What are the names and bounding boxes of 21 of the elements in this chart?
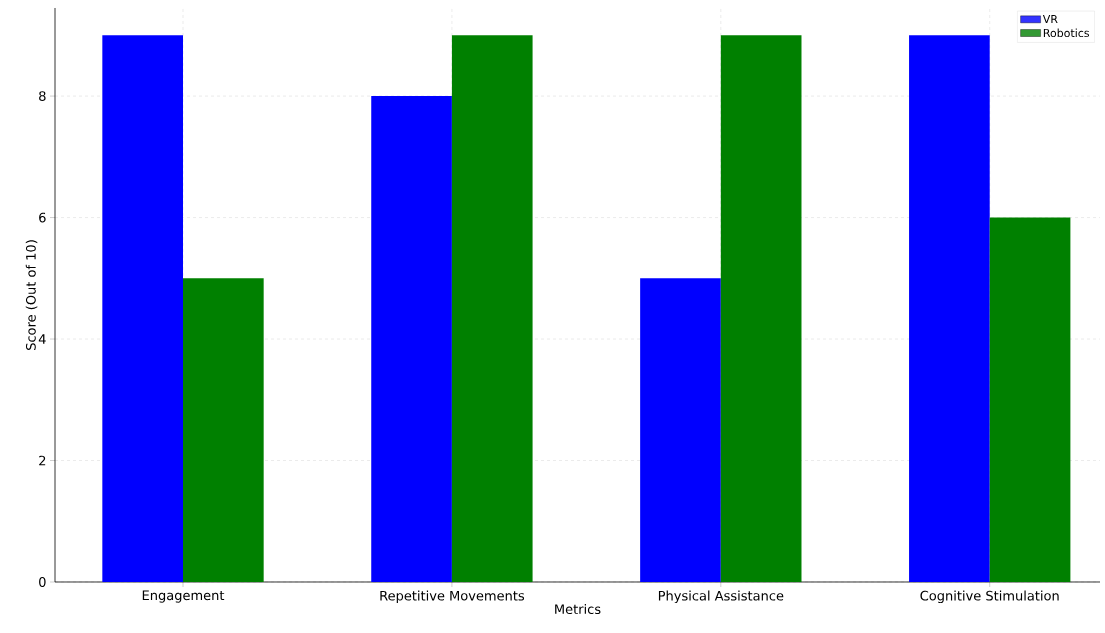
bar [720,35,802,582]
legend-label: VR [1042,15,1058,24]
bar [183,278,264,582]
y-tick-label: 6 [39,212,46,223]
x-tick-label: Engagement [142,590,225,603]
bar [989,217,1071,582]
y-tick-label: 2 [39,455,46,466]
bar [451,35,533,582]
bar [102,35,183,582]
legend-label: Robotics [1043,28,1090,38]
bar [640,278,721,582]
x-tick-label: Physical Assistance [658,590,784,604]
y-axis-title: Score (Out of 10) [25,240,38,350]
y-tick-label: 4 [38,334,46,344]
x-axis-title: Metrics [555,603,601,615]
y-tick-label: 8 [39,91,46,101]
x-tick-label: Cognitive Stimulation [920,590,1059,604]
bar [909,35,990,582]
x-tick-label: Repetitive Movements [380,590,525,604]
y-tick-label: 0 [39,577,46,587]
bar [371,96,452,582]
